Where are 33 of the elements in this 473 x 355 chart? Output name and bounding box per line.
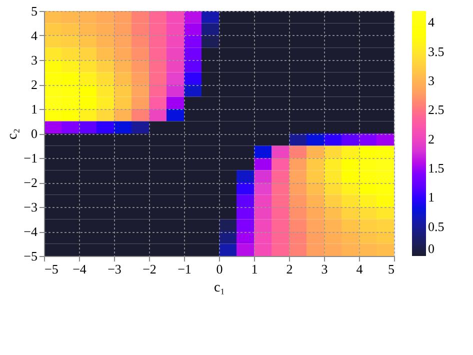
color-bar-label: 0 bbox=[428, 241, 434, 256]
x-axis-title: c₁ bbox=[214, 280, 226, 296]
color-bar-label: 3 bbox=[428, 73, 434, 88]
y-tick-label: −2 bbox=[24, 175, 38, 190]
x-tick-label: −1 bbox=[178, 262, 192, 276]
color-bar-label: 1.5 bbox=[428, 160, 444, 176]
y-tick-label: 3 bbox=[31, 52, 38, 68]
y-tick-label: 2 bbox=[31, 77, 38, 92]
y-tick-label: 1 bbox=[31, 102, 38, 116]
y-tick-label: −5 bbox=[24, 248, 38, 264]
color-bar-label: 2 bbox=[428, 131, 434, 146]
color-bar-label: 2.5 bbox=[428, 102, 444, 118]
x-tick-label: 1 bbox=[251, 262, 258, 276]
color-bar-label: 3.5 bbox=[428, 44, 444, 59]
x-tick-label: −5 bbox=[44, 262, 58, 276]
x-tick-label: 5 bbox=[388, 262, 394, 276]
x-tick-label: 2 bbox=[286, 262, 293, 276]
x-tick-label: 3 bbox=[321, 262, 328, 276]
y-tick-label: −4 bbox=[24, 224, 38, 239]
y-tick-label: 4 bbox=[31, 28, 38, 43]
y-tick-label: −3 bbox=[24, 200, 38, 214]
x-tick-label: −3 bbox=[108, 262, 122, 276]
y-tick-label: 5 bbox=[31, 4, 38, 18]
y-tick-label: −1 bbox=[24, 150, 38, 166]
x-tick-label: −2 bbox=[142, 262, 156, 276]
x-tick-label: 4 bbox=[356, 262, 364, 276]
color-bar-label: 4 bbox=[428, 14, 435, 30]
y-tick-label: 0 bbox=[31, 126, 38, 141]
x-tick-label: −4 bbox=[72, 262, 87, 276]
color-bar-label: 0.5 bbox=[428, 218, 444, 234]
y-axis-title: c₂ bbox=[6, 128, 21, 140]
color-bar-label: 1 bbox=[428, 190, 434, 205]
x-tick-label: 0 bbox=[216, 262, 223, 276]
